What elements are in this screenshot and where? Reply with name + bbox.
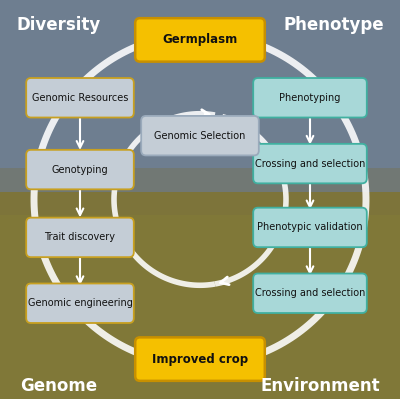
- Text: Improved crop: Improved crop: [152, 353, 248, 365]
- FancyBboxPatch shape: [141, 116, 259, 155]
- Bar: [0, 168, 400, 215]
- FancyBboxPatch shape: [253, 144, 367, 184]
- FancyBboxPatch shape: [135, 337, 265, 381]
- Text: Diversity: Diversity: [16, 16, 100, 34]
- FancyBboxPatch shape: [26, 150, 134, 190]
- FancyBboxPatch shape: [253, 78, 367, 117]
- Text: Phenotypic validation: Phenotypic validation: [257, 222, 363, 233]
- Text: Trait discovery: Trait discovery: [44, 232, 116, 243]
- Text: Genomic engineering: Genomic engineering: [28, 298, 132, 308]
- Text: Crossing and selection: Crossing and selection: [255, 158, 365, 169]
- FancyBboxPatch shape: [253, 207, 367, 247]
- Text: Genotyping: Genotyping: [52, 164, 108, 175]
- Text: Germplasm: Germplasm: [162, 34, 238, 46]
- Bar: [0, 0, 400, 192]
- FancyBboxPatch shape: [26, 218, 134, 257]
- Text: Environment: Environment: [260, 377, 380, 395]
- FancyBboxPatch shape: [26, 78, 134, 117]
- Bar: [0, 192, 400, 399]
- Text: Phenotype: Phenotype: [283, 16, 384, 34]
- Text: Genomic Selection: Genomic Selection: [154, 130, 246, 141]
- Text: Phenotyping: Phenotyping: [279, 93, 341, 103]
- FancyBboxPatch shape: [135, 18, 265, 61]
- Text: Crossing and selection: Crossing and selection: [255, 288, 365, 298]
- FancyBboxPatch shape: [26, 283, 134, 323]
- FancyBboxPatch shape: [253, 274, 367, 313]
- Text: Genome: Genome: [20, 377, 97, 395]
- Text: Genomic Resources: Genomic Resources: [32, 93, 128, 103]
